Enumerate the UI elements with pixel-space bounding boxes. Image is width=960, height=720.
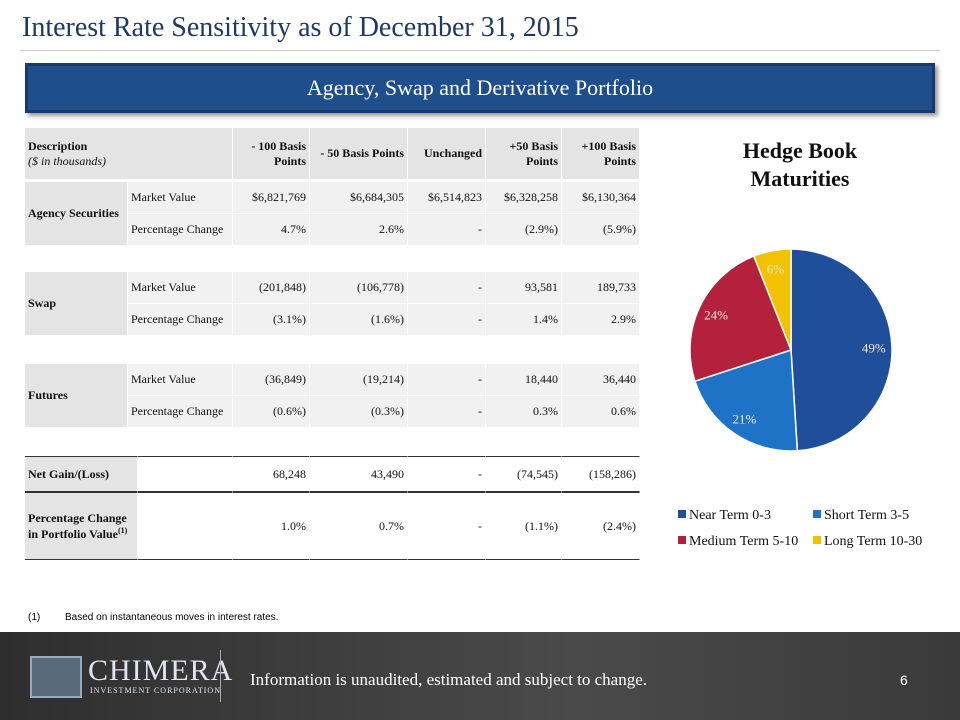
row-label: Market Value <box>128 272 233 304</box>
total-value: (158,286) <box>562 456 640 492</box>
slice-label: 49% <box>862 340 886 355</box>
slide-title: Interest Rate Sensitivity as of December… <box>22 12 579 43</box>
total-value: (2.4%) <box>562 492 640 560</box>
footer-divider <box>220 650 221 702</box>
title-rule <box>20 50 940 51</box>
logo-subtext: INVESTMENT CORPORATION <box>90 686 221 695</box>
legend-label: Medium Term 5-10 <box>689 534 798 549</box>
footnote-mark: (1) <box>28 612 41 623</box>
legend-swatch <box>813 536 821 544</box>
legend-swatch <box>678 536 686 544</box>
legend-swatch <box>678 510 686 518</box>
group-name: Futures <box>25 364 128 428</box>
value-cell: (201,848) <box>233 272 310 304</box>
row-label: Percentage Change <box>128 396 233 428</box>
value-cell: 2.6% <box>310 214 408 246</box>
footer: CHIMERA INVESTMENT CORPORATION Informati… <box>0 632 960 720</box>
logo-mark <box>30 656 82 698</box>
total-value: 43,490 <box>310 456 408 492</box>
chart-title: Hedge Book Maturities <box>743 138 858 191</box>
column-header: - 100 Basis Points <box>233 128 310 180</box>
total-spacer <box>138 456 233 492</box>
value-cell: (0.6%) <box>233 396 310 428</box>
value-cell: $6,328,258 <box>486 182 562 214</box>
value-cell: $6,130,364 <box>562 182 640 214</box>
pie-chart: Hedge Book Maturities 49% 21% 24% 6% Near Term… <box>678 138 922 549</box>
total-value: - <box>408 492 486 560</box>
total-label-text: Percentage Change in Portfolio Value(1) <box>28 510 128 541</box>
value-cell: $6,684,305 <box>310 182 408 214</box>
column-header: +100 Basis Points <box>562 128 640 180</box>
value-cell: - <box>408 396 486 428</box>
legend-swatch <box>813 510 821 518</box>
total-label: Percentage Change in Portfolio Value(1) <box>25 492 138 560</box>
total-value: 68,248 <box>233 456 310 492</box>
total-value: - <box>408 456 486 492</box>
value-cell: 2.9% <box>562 304 640 336</box>
value-cell: (36,849) <box>233 364 310 396</box>
value-cell: 0.3% <box>486 396 562 428</box>
value-cell: $6,514,823 <box>408 182 486 214</box>
value-cell: (2.9%) <box>486 214 562 246</box>
page-number: 6 <box>900 672 908 688</box>
value-cell: (5.9%) <box>562 214 640 246</box>
value-cell: (3.1%) <box>233 304 310 336</box>
value-cell: - <box>408 304 486 336</box>
row-label: Market Value <box>128 364 233 396</box>
column-header: +50 Basis Points <box>486 128 562 180</box>
value-cell: (0.3%) <box>310 396 408 428</box>
slice-label: 24% <box>704 308 728 323</box>
value-cell: 0.6% <box>562 396 640 428</box>
value-cell: 4.7% <box>233 214 310 246</box>
value-cell: - <box>408 364 486 396</box>
desc-subheader: ($ in thousands) <box>28 153 106 168</box>
total-value: 1.0% <box>233 492 310 560</box>
pie-slice <box>693 348 799 452</box>
total-spacer <box>138 492 233 560</box>
total-value: (1.1%) <box>486 492 562 560</box>
total-label: Net Gain/(Loss) <box>25 456 138 492</box>
footnote: Based on instantaneous moves in interest… <box>65 612 279 623</box>
total-value: (74,545) <box>486 456 562 492</box>
footer-text: Information is unaudited, estimated and … <box>250 670 648 689</box>
row-label: Percentage Change <box>128 304 233 336</box>
legend-label: Long Term 10-30 <box>824 534 922 549</box>
legend-label: Short Term 3-5 <box>824 508 909 523</box>
group-name: Agency Securities <box>25 182 128 246</box>
value-cell: (1.6%) <box>310 304 408 336</box>
logo-text: CHIMERA <box>88 654 234 687</box>
value-cell: 18,440 <box>486 364 562 396</box>
legend-label: Near Term 0-3 <box>689 508 771 523</box>
slice-label: 21% <box>733 411 757 426</box>
value-cell: $6,821,769 <box>233 182 310 214</box>
banner: Agency, Swap and Derivative Portfolio <box>25 63 935 113</box>
value-cell: - <box>408 272 486 304</box>
note-mark: (1) <box>118 525 128 535</box>
column-header: Unchanged <box>408 128 486 180</box>
row-label: Market Value <box>128 182 233 214</box>
value-cell: 189,733 <box>562 272 640 304</box>
value-cell: 36,440 <box>562 364 640 396</box>
value-cell: - <box>408 214 486 246</box>
header-cell: Description ($ in thousands) <box>25 128 233 180</box>
value-cell: 93,581 <box>486 272 562 304</box>
row-label: Percentage Change <box>128 214 233 246</box>
pie-slice <box>752 248 792 351</box>
value-cell: 1.4% <box>486 304 562 336</box>
desc-header: Description <box>28 138 88 153</box>
total-label-text: Net Gain/(Loss) <box>28 466 109 481</box>
value-cell: (19,214) <box>310 364 408 396</box>
pie-slice <box>790 248 893 452</box>
value-cell: (106,778) <box>310 272 408 304</box>
group-name: Swap <box>25 272 128 336</box>
total-value: 0.7% <box>310 492 408 560</box>
column-header: - 50 Basis Points <box>310 128 408 180</box>
slice-label: 6% <box>767 262 785 277</box>
